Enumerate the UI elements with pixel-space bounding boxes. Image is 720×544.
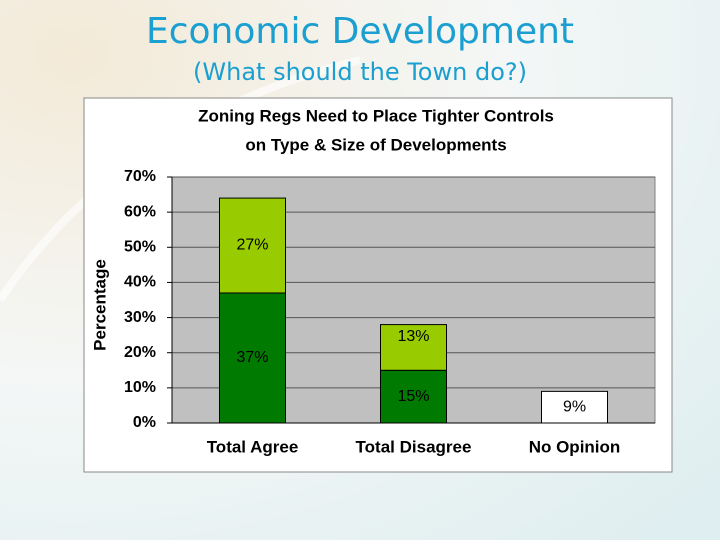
y-tick-label: 60% [124,203,156,220]
y-tick-label: 30% [124,309,156,326]
x-tick-label: No Opinion [529,437,621,456]
chart-title: on Type & Size of Developments [245,135,506,154]
x-tick-label: Total Disagree [356,437,472,456]
data-label: 13% [397,328,429,345]
label-box [383,326,444,349]
y-tick-label: 0% [133,414,156,431]
y-axis-label: Percentage [90,259,109,351]
data-label: 37% [236,349,268,366]
bar-segment [541,390,608,424]
data-label: 9% [563,398,586,415]
bar-segment [219,292,286,424]
y-tick-label: 10% [124,379,156,396]
plot: 0% 10% 20% 30% 40% 50% 60% 70% 37% 15% 27% 13% 9% Tot… [124,168,656,456]
chart-title: Zoning Regs Need to Place Tighter Contro… [198,106,554,125]
y-tick-label: 50% [124,239,156,256]
y-tick-label: 40% [124,274,156,291]
data-label: 27% [236,237,268,254]
slide-title: Economic Development [146,11,574,52]
y-tick-label: 20% [124,344,156,361]
slide-subtitle: (What should the Town do?) [193,58,527,86]
x-tick-label: Total Agree [207,437,299,456]
bar-segment [219,197,286,294]
data-label: 15% [397,388,429,405]
y-tick-label: 70% [124,168,156,185]
